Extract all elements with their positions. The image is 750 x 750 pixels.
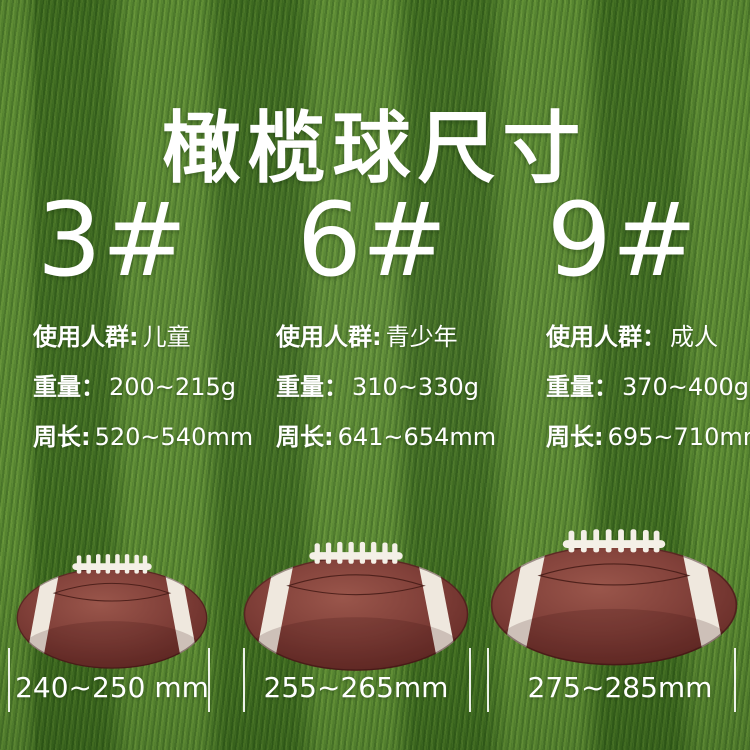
weight-label: 重量： — [546, 373, 618, 401]
audience-line: 使用人群: 青少年 — [276, 322, 501, 352]
page-title: 橄榄球尺寸 — [162, 104, 588, 195]
girth-value: 641~654mm — [337, 423, 497, 451]
weight-line: 重量： 200~215g — [33, 372, 258, 402]
size-label-6: 6# — [296, 181, 448, 300]
girth-value: 695~710mm — [607, 423, 750, 451]
size-label-3: 3# — [36, 181, 188, 300]
measure-line — [734, 648, 736, 712]
audience-line: 使用人群: 儿童 — [33, 322, 258, 352]
size-label-9: 9# — [546, 181, 698, 300]
weight-value: 370~400g — [622, 373, 749, 401]
weight-line: 重量： 370~400g — [546, 372, 750, 402]
measure-line — [243, 648, 245, 712]
audience-value: 青少年 — [385, 323, 458, 351]
girth-label: 周长: — [546, 423, 604, 451]
spec-column-6: 使用人群: 青少年 重量： 310~330g 周长: 641~654mm — [276, 322, 501, 472]
girth-value: 520~540mm — [94, 423, 254, 451]
spec-column-9: 使用人群：成人 重量：370~400g 周长:695~710mm — [546, 322, 750, 472]
length-label-medium: 255~265mm — [263, 671, 449, 704]
length-label-large: 275~285mm — [527, 671, 713, 704]
audience-label: 使用人群： — [546, 323, 666, 351]
weight-label: 重量： — [33, 373, 105, 401]
audience-value: 成人 — [670, 323, 718, 351]
audience-label: 使用人群: — [276, 323, 382, 351]
audience-line: 使用人群： 成人 — [546, 322, 750, 352]
length-label-small: 240~250 mm — [15, 671, 209, 704]
girth-label: 周长: — [33, 423, 91, 451]
measure-line — [487, 648, 489, 712]
weight-line: 重量： 310~330g — [276, 372, 501, 402]
audience-label: 使用人群: — [33, 323, 139, 351]
spec-column-3: 使用人群: 儿童 重量： 200~215g 周长: 520~540mm — [33, 322, 258, 472]
measure-line — [469, 648, 471, 712]
weight-value: 310~330g — [352, 373, 479, 401]
football-image-large — [490, 522, 738, 674]
football-image-medium — [243, 535, 469, 679]
audience-value: 儿童 — [142, 323, 191, 351]
football-image-small — [16, 548, 208, 676]
weight-label: 重量： — [276, 373, 348, 401]
girth-line: 周长: 641~654mm — [276, 422, 501, 452]
girth-line: 周长: 520~540mm — [33, 422, 258, 452]
measure-line — [208, 648, 210, 712]
girth-label: 周长: — [276, 423, 334, 451]
measure-line — [8, 648, 10, 712]
weight-value: 200~215g — [109, 373, 236, 401]
girth-line: 周长:695~710mm — [546, 422, 750, 452]
